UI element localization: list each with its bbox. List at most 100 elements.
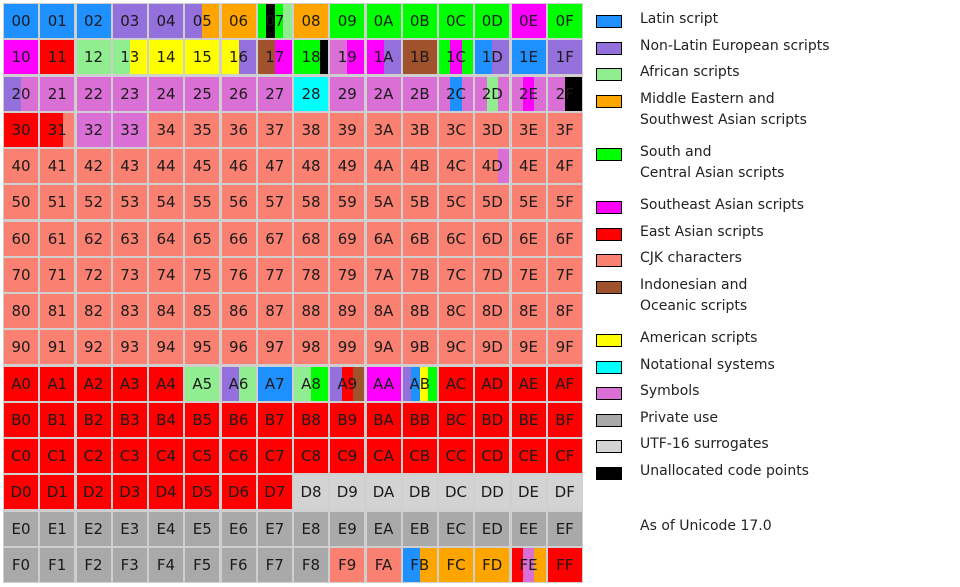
block-segment: [294, 257, 328, 292]
block-segment: [294, 402, 328, 437]
block-label: BF: [555, 410, 575, 429]
block-label: 71: [47, 265, 67, 284]
block-cell: 97: [257, 330, 292, 365]
block-label: 69: [337, 229, 357, 248]
block-segment: [21, 76, 38, 111]
block-segment: [547, 439, 582, 473]
block-segment: [112, 294, 147, 328]
block-label: FE: [519, 555, 538, 574]
block-segment: [450, 76, 463, 111]
block-label: DD: [480, 483, 504, 502]
block-label: D8: [300, 483, 322, 502]
legend-label: Symbols: [640, 383, 700, 399]
block-segment: [411, 366, 421, 401]
block-segment: [419, 547, 437, 582]
block-label: 9A: [373, 338, 394, 357]
block-cell: D8: [294, 475, 328, 510]
block-segment: [475, 475, 510, 510]
block-label: 5A: [373, 193, 394, 212]
block-cell: 9E: [511, 330, 546, 365]
block-cell: 38: [294, 112, 328, 147]
block-segment: [547, 402, 582, 437]
block-cell: B9: [330, 402, 365, 437]
legend-label: East Asian scripts: [640, 223, 764, 240]
block-segment: [112, 185, 147, 220]
block-segment: [185, 185, 220, 220]
legend-label: Unallocated code points: [640, 462, 809, 479]
block-label: 7D: [481, 265, 503, 284]
block-segment: [4, 40, 38, 75]
block-label: CC: [445, 447, 467, 465]
block-cell: 83: [112, 294, 147, 328]
block-segment: [149, 511, 183, 546]
legend-swatch: [596, 387, 622, 400]
block-label: 1F: [555, 48, 574, 67]
block-segment: [221, 221, 256, 256]
block-cell: 46: [221, 149, 256, 183]
block-segment: [511, 112, 546, 147]
block-cell: C4: [149, 439, 183, 473]
block-segment: [330, 257, 365, 292]
block-segment: [76, 547, 111, 582]
block-cell: D2: [76, 475, 111, 510]
block-cell: 2B: [402, 76, 437, 111]
block-segment: [112, 76, 147, 111]
block-cell: F6: [221, 547, 256, 582]
block-label: 1D: [481, 48, 503, 67]
legend-swatch: [596, 254, 622, 267]
block-cell: 7C: [439, 257, 473, 292]
block-cell: 29: [330, 76, 365, 111]
block-label: 6A: [373, 229, 394, 248]
block-label: 91: [47, 338, 67, 357]
block-cell: C0: [4, 439, 38, 473]
block-cell: 71: [40, 257, 75, 292]
block-cell: 98: [294, 330, 328, 365]
block-cell: 0B: [402, 4, 437, 38]
block-label: 5C: [445, 193, 467, 212]
block-cell: 77: [257, 257, 292, 292]
block-label: 63: [120, 229, 140, 248]
block-segment: [149, 76, 183, 111]
block-segment: [428, 366, 437, 401]
block-label: FA: [374, 555, 393, 574]
block-segment: [330, 40, 348, 75]
block-cell: DB: [402, 475, 437, 510]
block-cell: 4E: [511, 149, 546, 183]
block-label: 99: [337, 338, 357, 357]
block-cell: DD: [475, 475, 510, 510]
block-cell: 42: [76, 149, 111, 183]
block-label: 06: [228, 12, 249, 30]
block-label: D3: [119, 483, 141, 502]
block-cell: D0: [4, 475, 38, 510]
block-label: 51: [47, 193, 67, 212]
legend-swatch: [596, 334, 622, 347]
block-segment: [366, 112, 401, 147]
block-segment: [274, 40, 292, 75]
block-cell: 81: [40, 294, 75, 328]
block-label: 22: [83, 84, 104, 103]
block-segment: [185, 511, 220, 546]
block-label: 1E: [518, 48, 539, 67]
block-segment: [547, 76, 566, 111]
block-segment: [402, 4, 437, 38]
block-label: 75: [192, 265, 212, 284]
block-segment: [112, 402, 147, 437]
block-segment: [475, 330, 510, 365]
block-cell: F9: [330, 547, 365, 582]
block-segment: [402, 330, 437, 365]
block-label: 89: [337, 302, 357, 320]
block-cell: 62: [76, 221, 111, 256]
block-cell: 89: [330, 294, 365, 328]
block-segment: [221, 366, 239, 401]
block-label: E1: [47, 519, 67, 538]
legend-swatch: [596, 280, 622, 294]
block-segment: [402, 366, 412, 401]
block-label: 5F: [555, 193, 574, 212]
block-cell: 50: [4, 185, 38, 220]
block-cell: DC: [439, 475, 473, 510]
block-cell: 02: [76, 4, 111, 38]
block-segment: [330, 294, 365, 328]
block-segment: [149, 112, 183, 147]
block-label: D9: [336, 483, 358, 502]
block-cell: A3: [112, 366, 147, 401]
